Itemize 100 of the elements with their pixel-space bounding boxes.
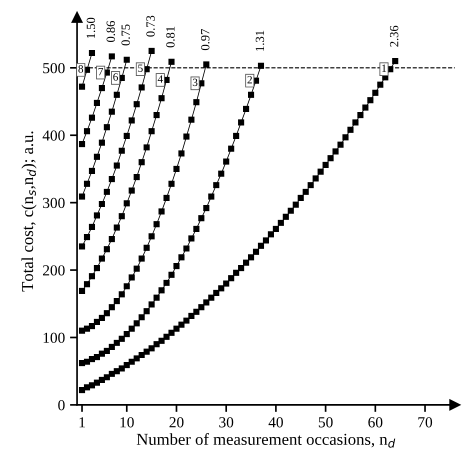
point (118, 148, 125, 154)
point (158, 95, 165, 102)
point (128, 326, 135, 332)
point (168, 180, 175, 187)
point (138, 159, 145, 166)
point (114, 224, 120, 231)
point (128, 274, 135, 281)
point (104, 188, 110, 195)
point (208, 194, 214, 200)
point (78, 84, 86, 90)
point (78, 194, 86, 200)
point (104, 310, 110, 316)
series-label: 4 (158, 75, 163, 83)
point (104, 124, 110, 130)
series-label: 6 (113, 73, 118, 81)
point (78, 140, 86, 148)
series-label: 7 (98, 68, 104, 76)
point (258, 62, 264, 69)
point (163, 194, 170, 201)
point (88, 50, 96, 56)
point (178, 150, 185, 157)
point (148, 48, 155, 54)
annotation: 0.73 (146, 16, 155, 37)
point (163, 280, 170, 286)
point (144, 144, 150, 150)
series-label: 5 (138, 64, 143, 72)
point (94, 354, 100, 360)
annotation: 0.86 (106, 20, 116, 42)
point (124, 132, 130, 139)
x-tick-label: 70 (418, 417, 432, 428)
y-axis-title: Total cost, c(n$_{s}$,n$_{d}$); a.u. (21, 132, 37, 292)
point (178, 254, 185, 260)
point (88, 224, 96, 230)
point (114, 162, 120, 169)
point (154, 294, 160, 301)
point (78, 288, 86, 294)
y-tick-label: 200 (43, 265, 65, 276)
x-tick-label: 50 (318, 417, 333, 428)
point (148, 301, 155, 308)
point (188, 235, 194, 242)
point (173, 262, 180, 270)
x-tick-label: 30 (219, 417, 234, 428)
y-tick-label: 500 (43, 62, 65, 74)
point (218, 170, 224, 177)
annotation: 0.81 (166, 26, 175, 48)
point (98, 200, 105, 208)
point (134, 101, 140, 108)
series-label: 2 (247, 76, 252, 84)
point (108, 176, 115, 182)
x-tick-label: 10 (120, 417, 134, 428)
point (138, 256, 145, 262)
point (243, 106, 250, 112)
point (118, 291, 125, 298)
point (223, 158, 230, 165)
point (128, 187, 135, 194)
point (228, 146, 234, 152)
point (148, 128, 155, 134)
point (94, 100, 100, 106)
point (78, 243, 86, 250)
point (134, 174, 140, 180)
point (154, 112, 160, 118)
point (108, 344, 115, 350)
y-tick-label: 100 (44, 332, 65, 343)
point (94, 318, 100, 326)
point (114, 340, 120, 346)
point (84, 281, 90, 288)
point (193, 226, 200, 232)
point (138, 84, 145, 90)
point (84, 326, 90, 332)
y-tick-label: 400 (42, 130, 65, 141)
point (118, 336, 125, 342)
annotation: 2.36 (390, 26, 398, 47)
point (134, 266, 140, 272)
x-tick-label: 1 (80, 417, 85, 428)
point (88, 322, 96, 330)
point (98, 140, 105, 146)
point (88, 114, 96, 121)
point (148, 233, 155, 240)
point (198, 215, 204, 222)
point (88, 168, 96, 174)
y-tick-label: 0 (58, 400, 65, 410)
y-tick-label: 300 (43, 198, 65, 208)
point (98, 350, 105, 357)
point (94, 212, 100, 219)
point (203, 204, 210, 212)
point (88, 356, 96, 362)
point (118, 213, 125, 220)
point (144, 308, 150, 314)
point (98, 256, 105, 262)
point (84, 128, 90, 134)
point (124, 283, 130, 290)
x-tick-label: 60 (368, 417, 382, 428)
annotation: 0.97 (200, 29, 210, 50)
point (108, 304, 115, 310)
point (104, 246, 110, 252)
point (108, 53, 115, 60)
point (84, 234, 90, 240)
point (124, 56, 130, 63)
point (193, 99, 200, 106)
point (108, 236, 115, 242)
